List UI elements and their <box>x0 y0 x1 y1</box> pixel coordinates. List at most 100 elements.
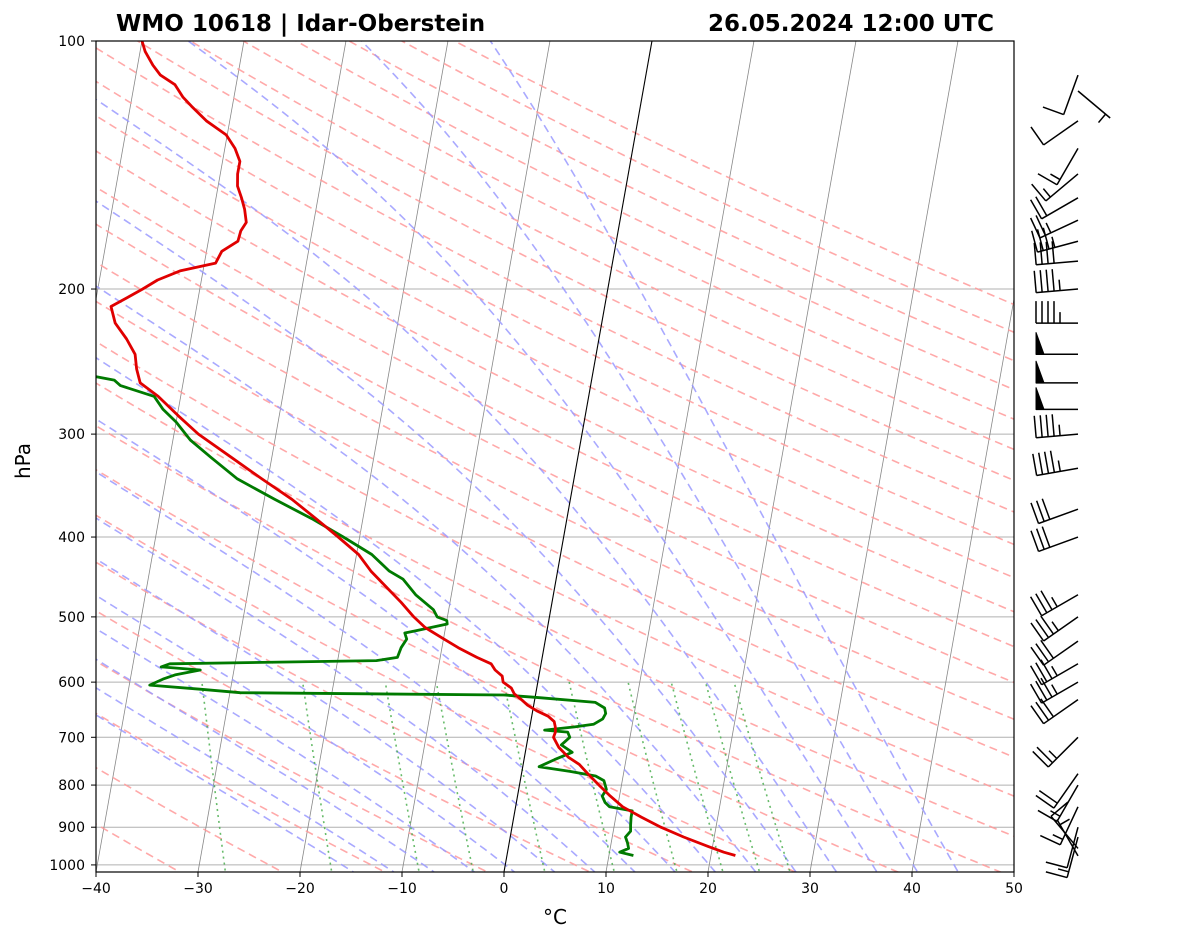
dry-adiabat-310 <box>96 468 900 872</box>
wind-barb <box>1029 590 1079 617</box>
wind-barb-full <box>1035 528 1045 550</box>
dry-adiabat-430 <box>137 41 1014 482</box>
wind-barb-flag <box>1035 360 1045 384</box>
wind-barb-staff <box>1066 827 1079 868</box>
wind-barb-full <box>1045 861 1068 869</box>
wind-barb-full <box>1040 677 1053 698</box>
sounding-profiles <box>96 41 736 857</box>
mixing-ratio-lines <box>201 681 791 872</box>
wind-barb <box>1035 387 1078 411</box>
y-tick-label: 400 <box>58 530 85 546</box>
dewpoint-profile <box>96 375 634 857</box>
wind-barb-full <box>1038 789 1058 804</box>
dry-adiabat-280 <box>96 609 592 872</box>
wind-barb <box>1077 90 1111 124</box>
dry-adiabat-290 <box>96 561 695 872</box>
isotherm--50 <box>96 41 143 302</box>
dry-adiabat-420 <box>96 46 1014 513</box>
dry-adiabat-270 <box>96 660 490 872</box>
mixing-ratio-24 <box>733 681 791 872</box>
wind-barb-half <box>1097 113 1107 124</box>
x-tick-label: 50 <box>1005 881 1023 897</box>
wind-barb-staff <box>1036 467 1079 477</box>
wind-barb-staff <box>1066 836 1079 878</box>
dry-adiabat-460 <box>295 41 1014 391</box>
wind-barb-staff <box>1039 219 1079 239</box>
wind-barb-full <box>1050 801 1069 817</box>
wind-barb-half <box>1051 236 1056 248</box>
wind-barb-full <box>1042 106 1064 116</box>
wind-barb-full <box>1035 680 1048 701</box>
wind-barb-full <box>1030 502 1040 524</box>
wind-barb-full <box>1029 665 1043 686</box>
wind-barb-staff <box>1062 74 1079 115</box>
mixing-ratio-3 <box>435 681 475 872</box>
isotherm-40 <box>911 296 1014 872</box>
x-tick-label: 0 <box>500 881 509 897</box>
dry-adiabat-480 <box>401 41 1014 334</box>
moist-adiabats <box>96 41 960 872</box>
x-axis-label: °C <box>543 905 567 929</box>
wind-barb-half <box>1057 460 1062 472</box>
wind-barb-half <box>1050 173 1061 181</box>
wind-barb <box>1031 173 1079 202</box>
wind-barb-half <box>1059 818 1070 826</box>
wind-barb-full <box>1033 270 1037 293</box>
wind-barb-staff <box>1053 773 1079 809</box>
wind-barb-full <box>1030 530 1040 552</box>
wind-barb-staff <box>1043 698 1079 725</box>
dry-adiabat-340 <box>96 340 1014 797</box>
x-tick-label: 40 <box>903 881 921 897</box>
wind-barb-flag <box>1035 387 1045 410</box>
wind-barb-full <box>1051 414 1055 437</box>
wind-barb <box>1039 806 1079 846</box>
wind-barb-full <box>1029 683 1043 704</box>
moist-adiabat-16 <box>96 418 677 872</box>
moist-adiabat-32 <box>96 98 838 872</box>
wind-barb-full <box>1031 230 1039 253</box>
wind-barb-full <box>1040 590 1053 611</box>
wind-barb-half <box>1048 750 1058 760</box>
wind-barb-half <box>1051 621 1059 632</box>
wind-barb-full <box>1035 196 1048 217</box>
wind-barb-full <box>1045 871 1068 879</box>
wind-barb-full <box>1051 269 1055 292</box>
wind-barb-full <box>1035 701 1050 721</box>
wind-barb-full <box>1031 183 1047 202</box>
wind-barb <box>1045 836 1079 879</box>
wind-barb-full <box>1029 199 1043 220</box>
moist-adiabat-28 <box>96 200 798 872</box>
y-axis: 100 200 300 400 500 600 700 800 900 1000 <box>49 34 96 874</box>
wind-barb <box>1030 526 1079 553</box>
wind-barb-full <box>1033 415 1037 438</box>
wind-barb-full <box>1037 452 1044 475</box>
moist-adiabat-24 <box>96 285 757 872</box>
dry-adiabat-330 <box>96 382 1014 838</box>
dry-adiabat-370 <box>96 223 1014 684</box>
wind-barb-full <box>1039 270 1043 293</box>
isotherm--10 <box>401 41 551 872</box>
wind-barb <box>1030 498 1079 525</box>
wind-barb <box>1030 615 1079 642</box>
plot-area <box>96 41 1014 872</box>
wind-barb-full <box>1039 834 1061 846</box>
isotherm-0 <box>503 41 653 872</box>
wind-barb-full <box>1049 450 1056 473</box>
dry-adiabat-260 <box>96 712 387 872</box>
wind-barb-full <box>1040 639 1055 659</box>
wind-barb <box>1042 74 1079 116</box>
dry-adiabat-360 <box>96 261 1014 721</box>
x-tick-label: 10 <box>597 881 615 897</box>
wind-barb-full <box>1029 217 1041 239</box>
wind-barbs <box>1029 74 1111 879</box>
wind-barb <box>1030 698 1079 725</box>
moist-adiabat-44 <box>489 41 960 872</box>
wind-barb-staff <box>1041 681 1079 704</box>
wind-barb-full <box>1035 662 1048 683</box>
isotherm-20 <box>707 41 857 872</box>
moist-adiabat--16 <box>96 714 355 872</box>
wind-barb-staff <box>1038 508 1079 525</box>
moist-adiabat--8 <box>96 658 436 872</box>
y-tick-label: 600 <box>58 675 85 691</box>
